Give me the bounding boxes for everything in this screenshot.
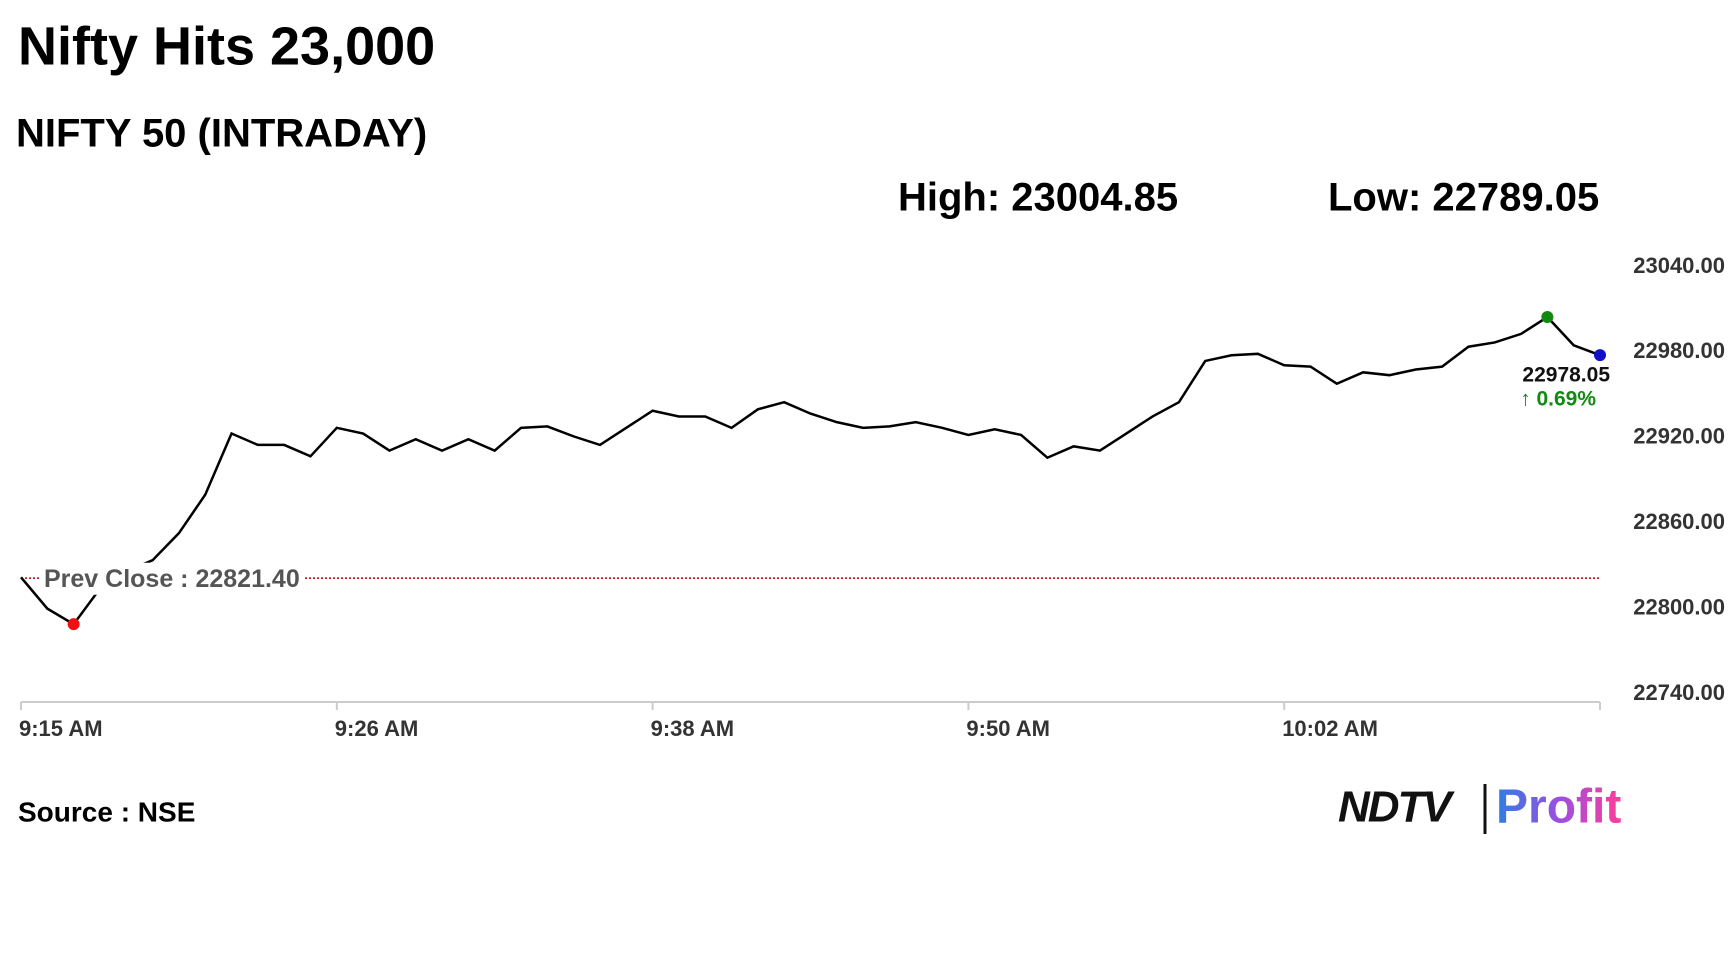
last-value-label: 22978.05 — [1522, 364, 1610, 387]
last-marker — [1594, 349, 1606, 362]
high-marker — [1541, 311, 1554, 324]
low-label: Low: 22789.05 — [1328, 176, 1599, 220]
y-tick-label: 22800.00 — [1633, 594, 1725, 619]
change-label: ↑ 0.69% — [1520, 388, 1596, 411]
prev-close-label-bg — [40, 562, 304, 595]
y-tick-label: 22980.00 — [1633, 338, 1725, 363]
x-tick-label: 9:15 AM — [19, 716, 103, 741]
low-marker — [67, 618, 80, 631]
y-tick-label: 22740.00 — [1633, 680, 1725, 705]
source: Source : NSE — [18, 796, 195, 827]
y-tick-label: 22920.00 — [1633, 424, 1725, 449]
price-line — [20, 315, 1601, 626]
high-label: High: 23004.85 — [898, 176, 1178, 220]
x-tick-label: 10:02 AM — [1282, 716, 1378, 741]
logo-product: Profit — [1496, 781, 1621, 834]
y-tick-label: 23040.00 — [1633, 253, 1725, 278]
x-tick-label: 9:50 AM — [966, 716, 1050, 741]
logo-brand: NDTV — [1338, 783, 1455, 832]
chart-title: Nifty Hits 23,000 — [18, 16, 435, 76]
chart-subtitle: NIFTY 50 (INTRADAY) — [16, 112, 427, 156]
x-tick-label: 9:26 AM — [335, 716, 419, 741]
prev-close-label: Prev Close : 22821.40 — [44, 565, 300, 593]
y-tick-label: 22860.00 — [1633, 509, 1725, 534]
x-tick-label: 9:38 AM — [651, 716, 735, 741]
